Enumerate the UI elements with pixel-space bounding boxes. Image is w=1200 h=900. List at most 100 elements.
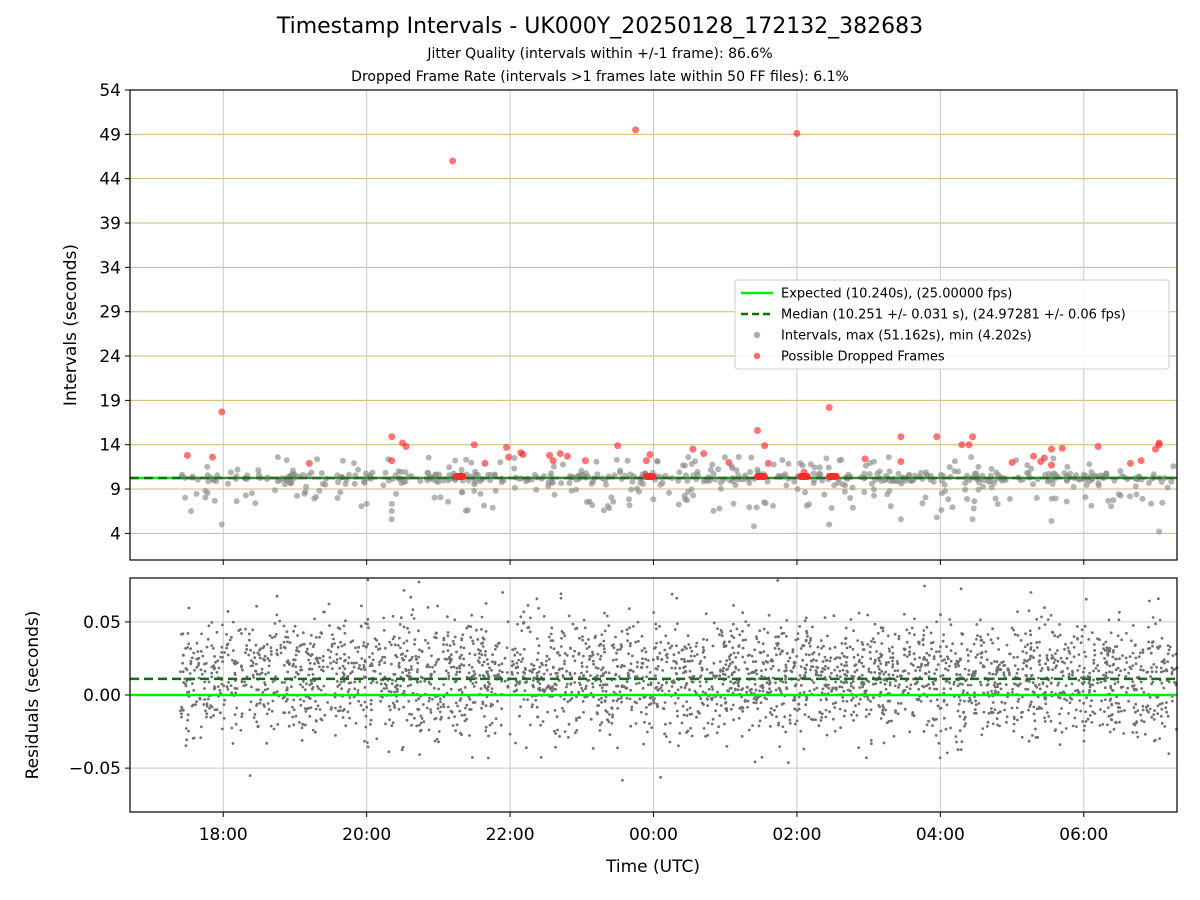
residual-point <box>266 702 270 705</box>
interval-point <box>861 489 868 496</box>
residual-point <box>287 711 291 714</box>
residual-point <box>232 649 235 652</box>
residual-point <box>771 676 775 680</box>
residual-point <box>405 718 409 722</box>
residual-point <box>1141 704 1145 708</box>
residual-point <box>989 638 993 642</box>
residual-point <box>520 629 524 633</box>
residual-point <box>480 642 483 645</box>
residual-point <box>710 671 714 675</box>
residual-point <box>215 708 219 712</box>
residual-point <box>1089 704 1092 708</box>
residual-point <box>256 725 260 729</box>
residual-point <box>484 725 488 729</box>
residual-point <box>210 675 214 679</box>
residual-point <box>1078 699 1082 702</box>
residual-point <box>282 664 286 667</box>
residual-point <box>676 688 680 692</box>
residual-point <box>1028 657 1032 661</box>
interval-point <box>388 516 395 523</box>
dropped-frame-point <box>825 403 833 411</box>
interval-point <box>962 486 969 493</box>
residual-point <box>437 740 440 744</box>
residual-point <box>363 660 367 664</box>
residual-point <box>673 666 677 670</box>
interval-point <box>951 458 958 465</box>
residual-point <box>231 742 235 745</box>
residual-point <box>773 708 776 712</box>
residual-point <box>962 718 966 721</box>
residual-point <box>353 680 357 684</box>
x-tick-label: 04:00 <box>916 825 965 845</box>
residual-point <box>1043 606 1046 610</box>
residual-point <box>417 655 421 659</box>
residual-point <box>330 643 334 646</box>
residual-point <box>1005 643 1009 647</box>
residual-point <box>1134 710 1137 714</box>
residual-point <box>486 662 490 666</box>
residual-point <box>494 717 498 720</box>
residual-point <box>736 651 740 655</box>
residual-point <box>888 681 892 684</box>
residual-point <box>869 739 873 742</box>
dropped-frame-point <box>505 453 513 461</box>
residual-point <box>482 660 486 664</box>
interval-point <box>311 495 318 502</box>
residual-point <box>874 682 878 685</box>
residual-point <box>488 723 492 727</box>
residual-point <box>329 661 332 665</box>
residual-point <box>563 662 566 666</box>
residual-point <box>413 638 417 641</box>
residual-point <box>522 647 526 651</box>
residual-point <box>1109 631 1113 635</box>
residual-point <box>563 659 566 663</box>
residual-point <box>1116 634 1120 638</box>
residual-point <box>1155 695 1158 699</box>
residual-point <box>1098 638 1101 641</box>
residual-point <box>1040 615 1043 619</box>
residual-point <box>355 661 358 665</box>
residual-point <box>500 670 504 674</box>
residual-point <box>555 715 559 719</box>
residual-point <box>654 646 657 649</box>
dropped-frame-point <box>556 450 564 458</box>
residual-point <box>1058 633 1062 637</box>
residual-point <box>626 671 630 675</box>
residual-point <box>993 689 997 693</box>
residual-point <box>749 671 753 675</box>
residual-point <box>1112 662 1116 666</box>
residual-point <box>565 669 568 673</box>
residual-point <box>484 602 488 605</box>
residual-point <box>1029 674 1033 678</box>
residual-point <box>279 651 283 655</box>
residual-point <box>1038 663 1042 666</box>
residual-point <box>1049 681 1053 685</box>
residual-point <box>644 657 648 661</box>
residual-point <box>864 691 867 695</box>
residual-point <box>338 666 342 670</box>
residual-point <box>537 644 541 648</box>
residual-point <box>226 642 230 646</box>
residual-point <box>621 778 624 782</box>
residual-point <box>531 679 535 682</box>
residual-point <box>582 674 586 678</box>
interval-point <box>654 458 661 465</box>
residual-point <box>654 622 658 626</box>
residual-point <box>526 698 529 702</box>
residual-point <box>592 695 595 699</box>
x-tick-label: 02:00 <box>772 825 821 845</box>
residual-point <box>614 635 617 639</box>
residual-point <box>552 687 556 691</box>
residual-point <box>551 639 555 642</box>
interval-point <box>675 501 682 508</box>
residual-point <box>737 680 740 683</box>
residual-point <box>757 724 761 728</box>
residual-point <box>553 683 557 686</box>
residual-point <box>255 672 259 676</box>
residual-point <box>711 717 715 721</box>
interval-point <box>531 471 538 478</box>
residual-point <box>644 650 648 654</box>
residual-point <box>1057 695 1060 699</box>
residual-point <box>489 704 493 708</box>
interval-point <box>636 488 642 495</box>
